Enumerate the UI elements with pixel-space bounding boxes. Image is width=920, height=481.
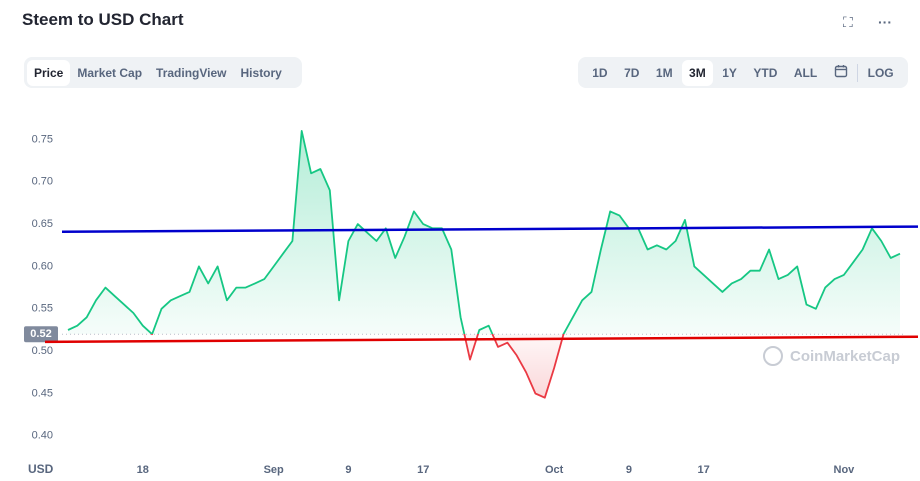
x-tick-label: 17: [698, 464, 710, 476]
range-button[interactable]: 1M: [655, 65, 673, 80]
range-button[interactable]: 7D: [624, 65, 640, 80]
price-area: [68, 130, 900, 398]
watermark-logo: [763, 346, 783, 366]
x-tick-label: Sep: [264, 464, 284, 476]
y-tick-label: 0.40: [32, 430, 53, 442]
trend-line: [61, 225, 919, 233]
x-tick-label: Nov: [834, 464, 856, 476]
tab-button[interactable]: Price: [27, 59, 71, 86]
trend-line: [44, 335, 919, 344]
tab-button[interactable]: Market Cap: [77, 65, 143, 80]
range-button[interactable]: 3M: [682, 59, 713, 86]
range-bar: 1D 7D 1M 3M 1Y YTD ALL LOG: [578, 57, 908, 88]
x-tick-label: 17: [417, 464, 429, 476]
range-button[interactable]: YTD: [753, 65, 778, 80]
more-icon[interactable]: ···: [878, 14, 892, 30]
y-tick-label: 0.60: [32, 260, 53, 272]
tab-button[interactable]: History: [240, 65, 282, 80]
y-tick-label: 0.55: [32, 303, 53, 315]
baseline-label: 0.52: [30, 328, 51, 340]
y-tick-label: 0.65: [32, 218, 53, 230]
x-tick-label: Oct: [545, 464, 564, 476]
tab-bar: Price Market Cap TradingView History: [24, 57, 302, 88]
tab-button[interactable]: TradingView: [156, 65, 227, 80]
price-line: [67, 130, 901, 399]
y-tick-label: 0.70: [32, 176, 53, 188]
x-tick-label: 9: [345, 464, 351, 476]
watermark: CoinMarketCap: [790, 348, 900, 365]
baseline-tag: [24, 326, 58, 343]
range-button[interactable]: 1D: [592, 65, 608, 80]
calendar-button[interactable]: [827, 58, 855, 87]
range-button[interactable]: ALL: [793, 65, 818, 80]
currency-label: USD: [28, 462, 54, 476]
divider: [857, 63, 859, 82]
page-title: Steem to USD Chart: [22, 10, 184, 29]
y-tick-label: 0.45: [32, 387, 53, 399]
fullscreen-icon[interactable]: ⛶: [843, 14, 853, 30]
x-tick-label: 18: [137, 464, 149, 476]
range-button[interactable]: 1Y: [722, 65, 737, 80]
x-tick-label: 9: [626, 464, 632, 476]
y-tick-label: 0.75: [32, 133, 53, 145]
log-button[interactable]: LOG: [867, 65, 894, 80]
y-tick-label: 0.50: [32, 345, 53, 357]
